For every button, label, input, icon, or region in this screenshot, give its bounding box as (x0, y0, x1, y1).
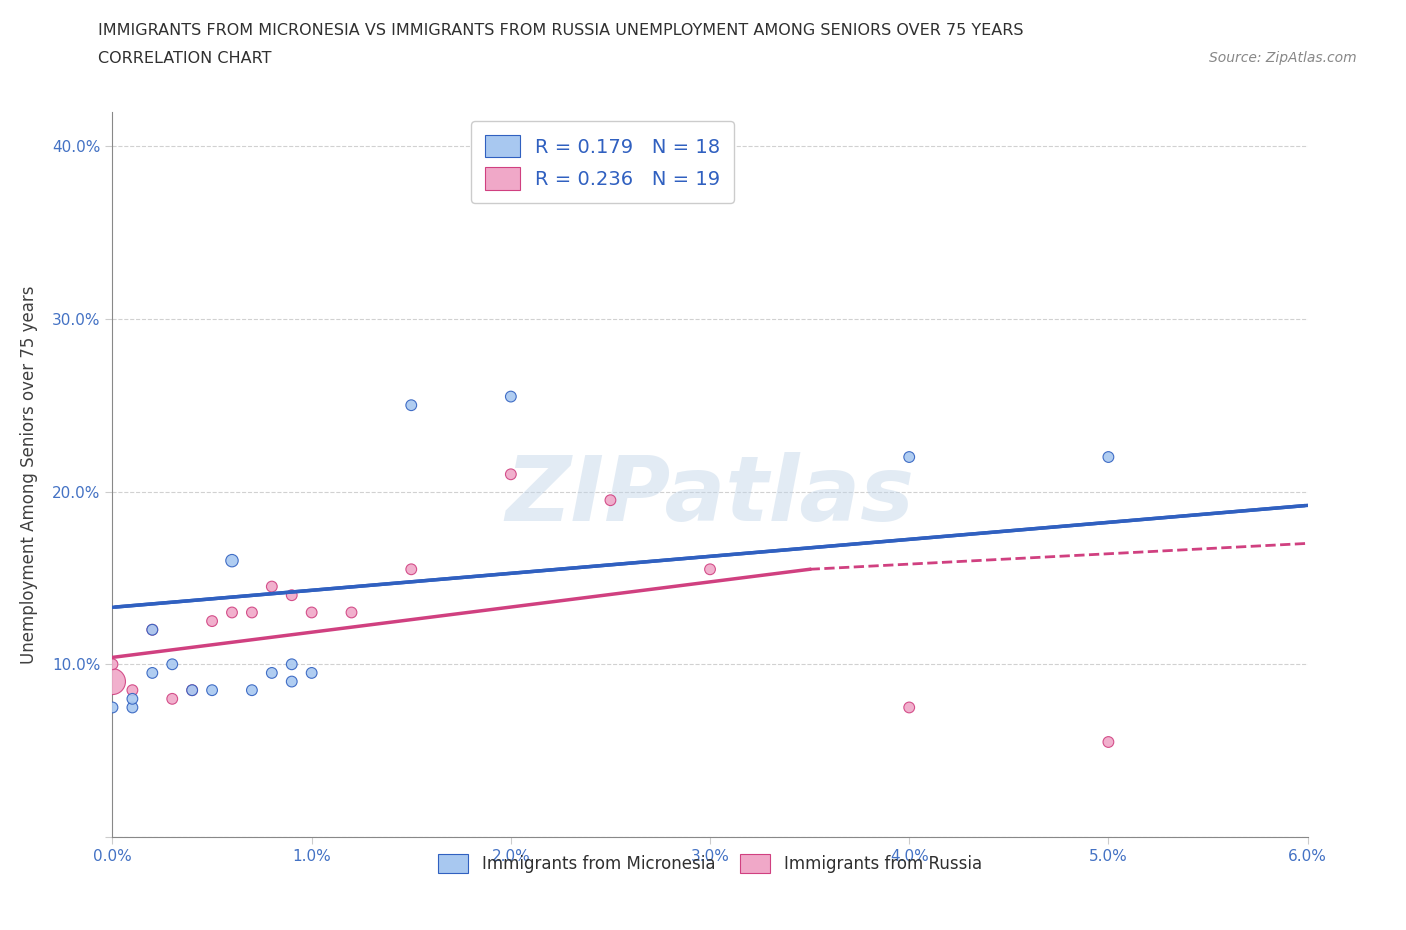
Point (281, 657, 304, 671)
Point (281, 588, 304, 603)
Point (101, 674, 124, 689)
Point (301, 666, 323, 681)
Point (281, 674, 304, 689)
Point (240, 683, 263, 698)
Point (221, 605, 243, 620)
Point (898, 449, 921, 464)
Point (401, 398, 423, 413)
Legend: Immigrants from Micronesia, Immigrants from Russia: Immigrants from Micronesia, Immigrants f… (432, 847, 988, 880)
Y-axis label: Unemployment Among Seniors over 75 years: Unemployment Among Seniors over 75 years (20, 286, 38, 663)
Point (1097, 735, 1119, 750)
Point (499, 389, 522, 404)
Point (162, 691, 183, 706)
Text: Source: ZipAtlas.com: Source: ZipAtlas.com (1209, 51, 1357, 65)
Point (201, 683, 224, 698)
Point (599, 493, 621, 508)
Point (162, 657, 183, 671)
Point (121, 683, 143, 698)
Point (221, 553, 243, 568)
Point (699, 562, 721, 577)
Point (181, 683, 204, 698)
Point (121, 691, 143, 706)
Point (898, 700, 921, 715)
Point (121, 700, 143, 715)
Point (101, 657, 124, 671)
Point (260, 579, 283, 594)
Point (181, 683, 204, 698)
Point (499, 467, 522, 482)
Point (141, 666, 163, 681)
Point (401, 562, 423, 577)
Text: IMMIGRANTS FROM MICRONESIA VS IMMIGRANTS FROM RUSSIA UNEMPLOYMENT AMONG SENIORS : IMMIGRANTS FROM MICRONESIA VS IMMIGRANTS… (98, 23, 1024, 38)
Point (201, 614, 224, 629)
Point (141, 622, 163, 637)
Text: CORRELATION CHART: CORRELATION CHART (98, 51, 271, 66)
Point (260, 666, 283, 681)
Point (301, 605, 323, 620)
Point (340, 605, 363, 620)
Point (141, 622, 163, 637)
Point (240, 605, 263, 620)
Text: ZIPatlas: ZIPatlas (506, 452, 914, 540)
Point (1097, 449, 1119, 464)
Point (101, 700, 124, 715)
